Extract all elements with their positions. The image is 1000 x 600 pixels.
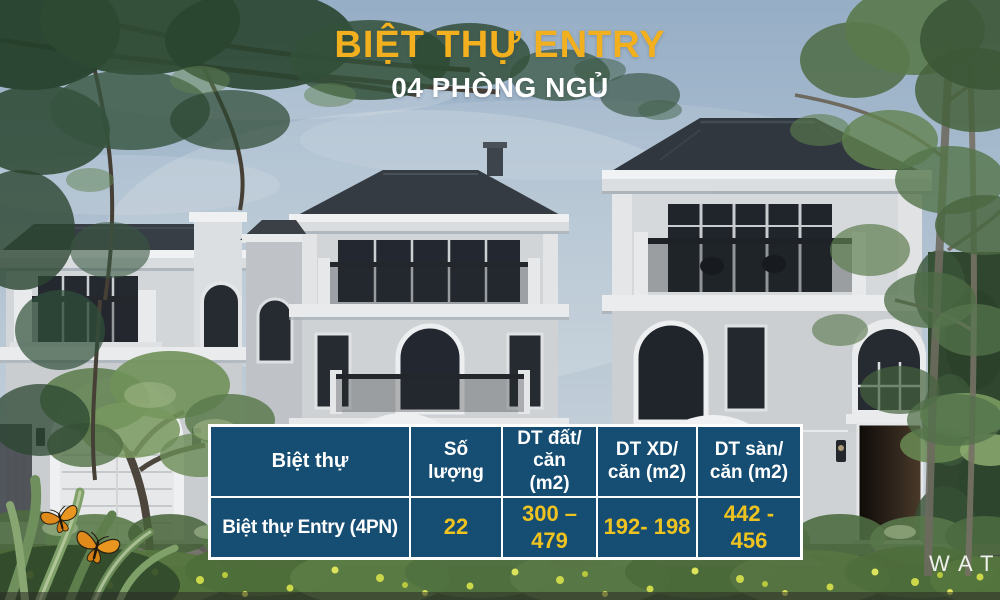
- table-cell-construction-area: 192- 198: [598, 498, 696, 557]
- title-block: BIỆT THỰ ENTRY 04 PHÒNG NGỦ: [0, 24, 1000, 103]
- watermark-text: WATG: [929, 551, 1000, 576]
- villa-spec-table: Biệt thự Số lượng DT đất/ căn (m2) DT XD…: [208, 424, 803, 560]
- table-header-quantity: Số lượng: [411, 427, 501, 496]
- grass-plants: [0, 475, 180, 600]
- page-subtitle: 04 PHÒNG NGỦ: [391, 71, 609, 103]
- trees-right: [790, 0, 1000, 577]
- table-header-land-area: DT đất/ căn (m2): [503, 427, 596, 496]
- table-header-villa-type: Biệt thự: [211, 427, 409, 496]
- page-title: BIỆT THỰ ENTRY: [334, 24, 666, 66]
- table-cell-floor-area: 442 - 456: [698, 498, 800, 557]
- table-cell-quantity: 22: [411, 498, 501, 557]
- table-cell-land-area: 300 – 479: [503, 498, 596, 557]
- table-header-floor-area: DT sàn/ căn (m2): [698, 427, 800, 496]
- bottom-vignette: [0, 592, 1000, 600]
- table-header-construction-area: DT XD/ căn (m2): [598, 427, 696, 496]
- tree-top-left: [0, 0, 682, 481]
- table-cell-villa-name: Biệt thự Entry (4PN): [211, 498, 409, 557]
